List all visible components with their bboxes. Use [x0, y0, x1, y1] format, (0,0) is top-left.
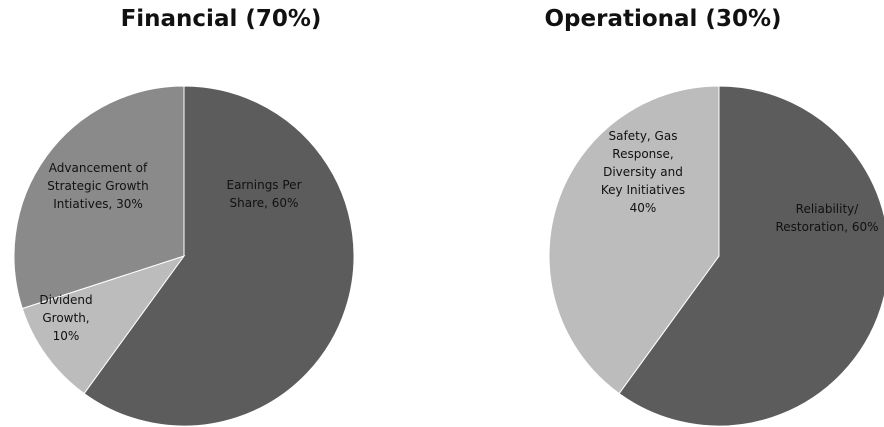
financial-slice-advancement-of-strategic-growth-intiatives-30	[13, 85, 185, 310]
financial-slice-dividend-growth-10	[21, 255, 186, 395]
operational-pie: Reliability/Restoration, 60% Safety, Gas R…	[548, 85, 884, 427]
operational-pie-chart: Operational (30%) Reliability/Restoratio…	[442, 0, 884, 427]
financial-slice-label-dividend-growth-10: Dividend Growth, 10%	[39, 293, 92, 343]
financial-slice-earnings-per-share-60	[83, 85, 355, 427]
financial-slice-label-advancement-of-strategic-growth-intiatives-30: Advancement of Strategic Growth Intiatives…	[47, 161, 149, 211]
financial-chart-title: Financial (70%)	[120, 6, 322, 32]
financial-slice-label-earnings-per-share-60: Earnings Per Share, 60%	[226, 178, 301, 210]
operational-slice-label-safety-gas-response-diversity-and-key-initiatives-40: Safety, Gas Response, Diversity and Key Ini…	[601, 129, 685, 215]
operational-slice-reliability-restoration-60	[618, 85, 884, 427]
operational-slice-safety-gas-response-diversity-and-key-initiatives-40	[548, 85, 720, 395]
operational-slice-label-reliability-restoration-60: Reliability/Restoration, 60%	[775, 202, 878, 234]
operational-chart-title: Operational (30%)	[544, 6, 782, 32]
financial-pie-chart: Financial (70%) Earnings Per Share, 60% Di…	[13, 6, 355, 427]
financial-pie: Earnings Per Share, 60% Dividend Growth, 10%…	[13, 85, 355, 427]
